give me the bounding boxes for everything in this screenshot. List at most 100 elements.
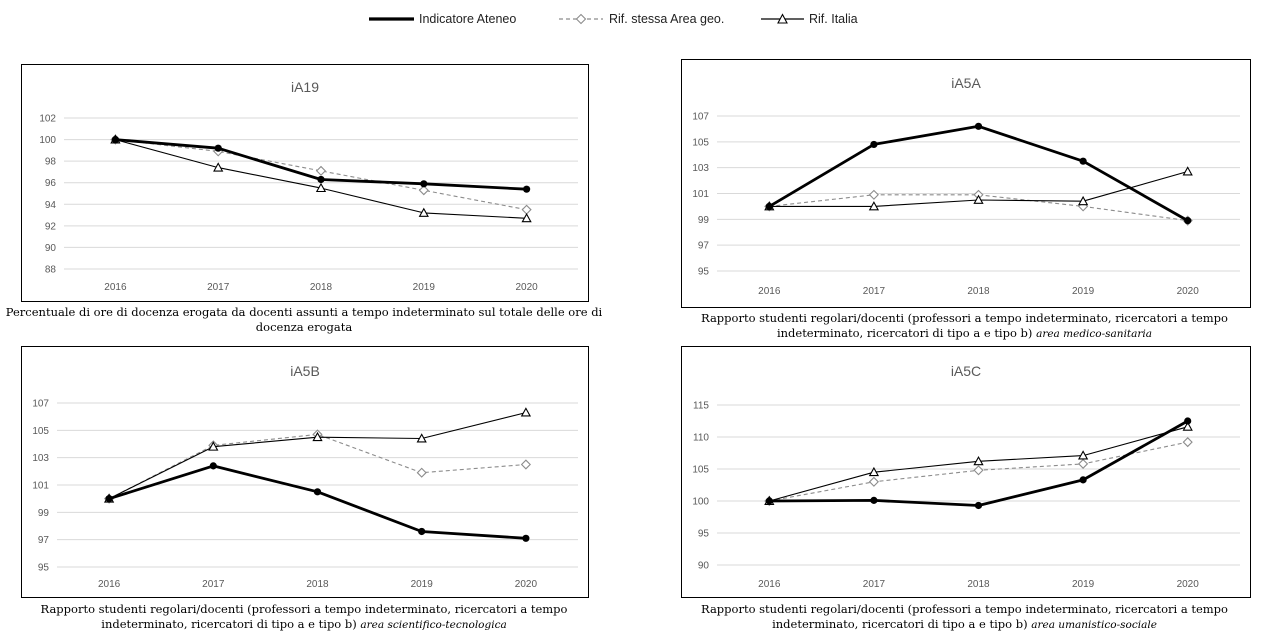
chart-ia5b-point-ateneo [522, 534, 530, 542]
caption-ia5a: Rapporto studenti regolari/docenti (prof… [660, 311, 1269, 342]
chart-ia5b-xtick-label: 2016 [98, 579, 121, 590]
chart-ia5c-point-area [973, 465, 984, 476]
legend-marker-italia [777, 13, 788, 24]
chart-ia5c-point-italia [973, 455, 984, 466]
chart-ia5a-plot: iA5A 95 97 99 101 103 105 107 2016 2017 2018 2019 20… [692, 75, 1240, 297]
chart-ia5b-xtick-label: 2017 [202, 579, 225, 590]
legend-label-area: Rif. stessa Area geo. [609, 12, 724, 26]
chart-ia5c-ytick-label: 95 [698, 529, 710, 540]
chart-ia5a-ytick-label: 103 [692, 163, 709, 174]
chart-ia5a-title: iA5A [951, 75, 981, 91]
caption-ia5a-area: area medico-sanitaria [1036, 328, 1153, 340]
chart-ia5c-plot: iA5C 90 95 100 105 110 115 2016 2017 2018 2019 2020 [692, 363, 1240, 590]
chart-ia5c-title: iA5C [951, 363, 981, 379]
chart-ia5a: iA5A 95 97 99 101 103 105 107 2016 2017 2018 2019 20… [681, 59, 1251, 308]
chart-ia5a-xtick-label: 2016 [758, 286, 781, 297]
chart-ia5b-point-italia [416, 433, 427, 443]
caption-ia5c: Rapporto studenti regolari/docenti (prof… [660, 602, 1269, 633]
chart-ia5c-point-ateneo [1079, 476, 1087, 484]
chart-ia19-point-italia [213, 162, 224, 172]
chart-ia5b-plot: iA5B 95 97 99 101 103 105 107 2016 2017 2018 2019 20… [32, 363, 578, 590]
chart-ia19-xtick-label: 2016 [104, 282, 127, 293]
chart-ia5c-xtick-label: 2018 [967, 579, 990, 590]
chart-ia19-point-italia [521, 212, 532, 223]
chart-ia19-ytick-label: 90 [45, 243, 57, 254]
chart-ia5a-xtick-label: 2017 [863, 286, 886, 297]
chart-ia5b-point-italia [208, 441, 219, 451]
chart-ia5c-ytick-label: 110 [693, 433, 709, 444]
chart-ia5a-ytick-label: 107 [692, 112, 709, 123]
chart-ia5b-point-ateneo [313, 488, 322, 496]
chart-ia5b-series-ateneo-line [108, 464, 526, 540]
chart-ia19-ytick-label: 94 [45, 200, 57, 211]
chart-ia5a-point-ateneo [1184, 217, 1192, 225]
chart-ia5c-ytick-label: 105 [692, 465, 709, 476]
chart-ia5c-xtick-label: 2016 [758, 579, 781, 590]
chart-ia5b-series-area-line [108, 433, 526, 500]
chart-ia19-point-italia [418, 207, 429, 217]
caption-ia5b: Rapporto studenti regolari/docenti (prof… [0, 602, 608, 633]
chart-ia5c-xtick-label: 2020 [1177, 579, 1200, 590]
chart-ia5b-ytick-label: 105 [32, 426, 49, 437]
chart-ia5c-ytick-label: 100 [692, 497, 709, 508]
chart-ia5a-xtick-label: 2018 [967, 286, 990, 297]
chart-ia19-xtick-label: 2018 [310, 282, 333, 293]
chart-ia5c-ytick-label: 115 [693, 401, 709, 412]
chart-ia19-plot: iA19 88 90 92 94 96 98 100 102 2016 2017 2018 2019 20… [39, 79, 578, 293]
chart-ia5b: iA5B 95 97 99 101 103 105 107 2016 2017 2018 2019 20… [21, 346, 589, 598]
chart-ia5c-point-italia [1077, 450, 1089, 460]
chart-legend: Indicatore Ateneo Rif. stessa Area geo. … [369, 12, 858, 26]
chart-ia5a-ytick-label: 105 [692, 137, 709, 148]
chart-ia5b-ytick-label: 107 [32, 399, 49, 410]
caption-ia5b-text: Rapporto studenti regolari/docenti (prof… [40, 602, 568, 631]
chart-ia5b-point-ateneo [105, 495, 113, 503]
chart-ia5a-point-italia [1077, 195, 1089, 206]
caption-ia19-text: Percentuale di ore di docenza erogata da… [5, 305, 603, 334]
chart-ia5b-xtick-label: 2020 [515, 579, 538, 590]
chart-ia19-xtick-label: 2017 [207, 282, 230, 293]
chart-ia19-title: iA19 [291, 79, 319, 95]
chart-ia19-point-ateneo [111, 135, 119, 144]
chart-ia19-xtick-label: 2020 [515, 282, 538, 293]
chart-ia5a-ytick-label: 97 [698, 241, 710, 252]
chart-ia5a-point-ateneo [974, 122, 983, 130]
chart-ia5b-ytick-label: 99 [38, 508, 50, 519]
chart-ia5c-point-area [868, 476, 879, 487]
legend-entry-italia: Rif. Italia [761, 12, 858, 26]
legend-entry-area: Rif. stessa Area geo. [559, 12, 724, 26]
chart-ia5b-ytick-label: 95 [38, 563, 50, 574]
chart-ia5b-point-italia [312, 431, 323, 442]
chart-ia5b-xtick-label: 2019 [411, 579, 434, 590]
caption-ia5c-text: Rapporto studenti regolari/docenti (prof… [701, 602, 1228, 631]
chart-ia19-ytick-label: 96 [45, 178, 57, 189]
chart-ia5c-point-italia [1182, 421, 1193, 431]
chart-ia5b-point-area [520, 459, 531, 470]
chart-ia5c-ytick-label: 90 [698, 561, 710, 572]
chart-ia5b-title: iA5B [290, 363, 320, 379]
chart-ia5a-point-ateneo [765, 202, 773, 211]
chart-ia5b-series-italia-line [108, 412, 527, 500]
chart-ia5a-ytick-label: 101 [692, 189, 709, 200]
chart-ia19-ytick-label: 92 [45, 221, 57, 232]
chart-ia5b-point-ateneo [418, 527, 426, 536]
chart-ia5c: iA5C 90 95 100 105 110 115 2016 2017 2018 2019 2020 [681, 346, 1251, 598]
chart-ia5a-ytick-label: 99 [698, 215, 710, 226]
chart-ia19-point-area [418, 185, 429, 196]
caption-ia5c-area: area umanistico-sociale [1031, 619, 1157, 631]
chart-ia5a-series-area-line [769, 194, 1188, 222]
chart-ia5a-point-ateneo [870, 140, 878, 149]
chart-ia5a-xtick-label: 2019 [1072, 286, 1095, 297]
chart-ia5b-point-ateneo [209, 462, 217, 470]
chart-ia19-point-ateneo [214, 144, 222, 152]
chart-ia5a-point-italia [868, 201, 880, 211]
legend-label-ateneo: Indicatore Ateneo [419, 12, 516, 26]
chart-ia5c-xtick-label: 2017 [863, 579, 886, 590]
chart-ia19-point-italia [315, 182, 327, 193]
chart-ia5b-ytick-label: 101 [32, 481, 49, 492]
chart-ia5c-point-area [1182, 437, 1193, 448]
chart-ia5b-ytick-label: 103 [32, 453, 49, 464]
chart-ia19-point-ateneo [420, 180, 428, 188]
chart-ia5c-point-area [1078, 458, 1089, 469]
caption-ia5a-text: Rapporto studenti regolari/docenti (prof… [701, 311, 1228, 340]
legend-label-italia: Rif. Italia [809, 12, 858, 26]
